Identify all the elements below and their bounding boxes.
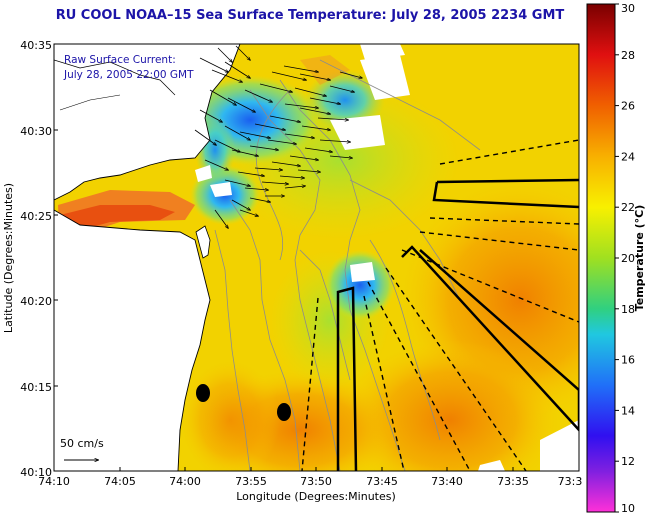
land-new-jersey-shore [54, 210, 210, 471]
y-axis-title: Latitude (Degrees:Minutes) [2, 183, 15, 333]
coastline [54, 44, 241, 471]
sst-field [54, 44, 579, 471]
colorbar-tick: 24 [621, 150, 635, 163]
station-marker-north [196, 384, 210, 402]
x-tick: 73:55 [235, 475, 267, 488]
x-tick: 73:40 [431, 475, 463, 488]
colorbar-tick: 12 [621, 455, 635, 468]
colorbar: 30 28 26 24 22 20 18 16 14 12 10 Temperature (°C) [586, 2, 646, 515]
scale-label: 50 cm/s [60, 437, 104, 450]
colorbar-tick: 30 [621, 2, 635, 15]
x-tick: 73:3 [558, 475, 583, 488]
y-tick: 40:30 [20, 125, 52, 138]
x-axis: 74:10 74:05 74:00 73:55 73:50 73:45 73:4… [38, 467, 582, 488]
colorbar-tick: 28 [621, 49, 635, 62]
x-tick: 74:10 [38, 475, 70, 488]
colorbar-tick: 10 [621, 502, 635, 515]
x-axis-title: Longitude (Degrees:Minutes) [236, 490, 396, 503]
colorbar-tick: 18 [621, 303, 635, 316]
x-tick: 73:35 [497, 475, 529, 488]
x-tick: 74:00 [169, 475, 201, 488]
y-axis: 40:35 40:30 40:25 40:20 40:15 40:10 [20, 39, 58, 479]
x-tick: 74:05 [104, 475, 136, 488]
colorbar-tick: 22 [621, 201, 635, 214]
colorbar-label: Temperature (°C) [633, 205, 646, 312]
x-tick: 73:50 [300, 475, 332, 488]
current-vectors [194, 45, 362, 228]
colorbar-tick: 20 [621, 252, 635, 265]
colorbar-tick: 26 [621, 100, 635, 113]
y-tick: 40:10 [20, 466, 52, 479]
cloud-gaps [130, 100, 175, 135]
colorbar-tick: 14 [621, 404, 635, 417]
colorbar-tick: 16 [621, 354, 635, 367]
current-label: Raw Surface Current: [64, 54, 176, 66]
y-tick: 40:35 [20, 39, 52, 52]
station-marker-south [277, 403, 291, 421]
y-tick: 40:15 [20, 381, 52, 394]
map-title: RU COOL NOAA–15 Sea Surface Temperature:… [55, 8, 565, 23]
current-timestamp: July 28, 2005 22:00 GMT [63, 69, 194, 81]
sampling-transects [301, 139, 579, 471]
y-tick: 40:25 [20, 210, 52, 223]
x-tick: 73:45 [366, 475, 398, 488]
y-tick: 40:20 [20, 295, 52, 308]
